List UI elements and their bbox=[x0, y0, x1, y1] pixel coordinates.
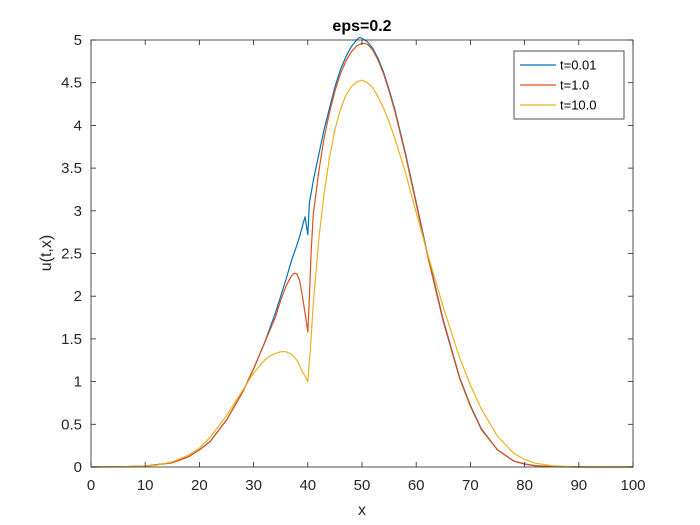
x-tick-label: 60 bbox=[408, 477, 425, 494]
y-tick-label: 3 bbox=[74, 203, 82, 220]
chart-title: eps=0.2 bbox=[332, 18, 391, 35]
x-tick-label: 50 bbox=[354, 477, 371, 494]
x-tick-label: 30 bbox=[245, 477, 262, 494]
y-tick-labels: 0 0.5 1 1.5 2 2.5 3 3.5 4 4.5 5 bbox=[61, 32, 82, 476]
y-tick-label: 2.5 bbox=[61, 246, 82, 263]
x-tick-label: 80 bbox=[516, 477, 533, 494]
x-tick-label: 100 bbox=[620, 477, 645, 494]
y-axis-label: u(t,x) bbox=[38, 235, 55, 271]
y-tick-label: 0 bbox=[74, 459, 82, 476]
y-tick-label: 1 bbox=[74, 374, 82, 391]
x-tick-label: 0 bbox=[87, 477, 95, 494]
legend: t=0.01 t=1.0 t=10.0 bbox=[513, 50, 625, 120]
x-tick-label: 10 bbox=[137, 477, 154, 494]
y-tick-label: 4.5 bbox=[61, 75, 82, 92]
y-tick-label: 0.5 bbox=[61, 416, 82, 433]
series-layer bbox=[90, 36, 633, 468]
legend-label-1: t=0.01 bbox=[560, 58, 597, 73]
x-tick-label: 90 bbox=[570, 477, 587, 494]
x-tick-label: 20 bbox=[191, 477, 208, 494]
x-axis-label: x bbox=[358, 502, 366, 519]
series-line-2 bbox=[90, 42, 633, 468]
ticks-layer bbox=[90, 39, 634, 468]
legend-label-2: t=1.0 bbox=[560, 78, 589, 93]
y-tick-label: 1.5 bbox=[61, 331, 82, 348]
x-tick-labels: 0 10 20 30 40 50 60 70 80 90 100 bbox=[87, 477, 646, 494]
y-tick-label: 4 bbox=[74, 117, 82, 134]
series-line-3 bbox=[90, 79, 633, 468]
y-tick-label: 2 bbox=[74, 288, 82, 305]
legend-label-3: t=10.0 bbox=[560, 98, 597, 113]
plot-frame bbox=[90, 39, 634, 468]
x-tick-label: 70 bbox=[462, 477, 479, 494]
y-tick-label: 3.5 bbox=[61, 160, 82, 177]
x-tick-label: 40 bbox=[299, 477, 316, 494]
y-tick-label: 5 bbox=[74, 32, 82, 49]
